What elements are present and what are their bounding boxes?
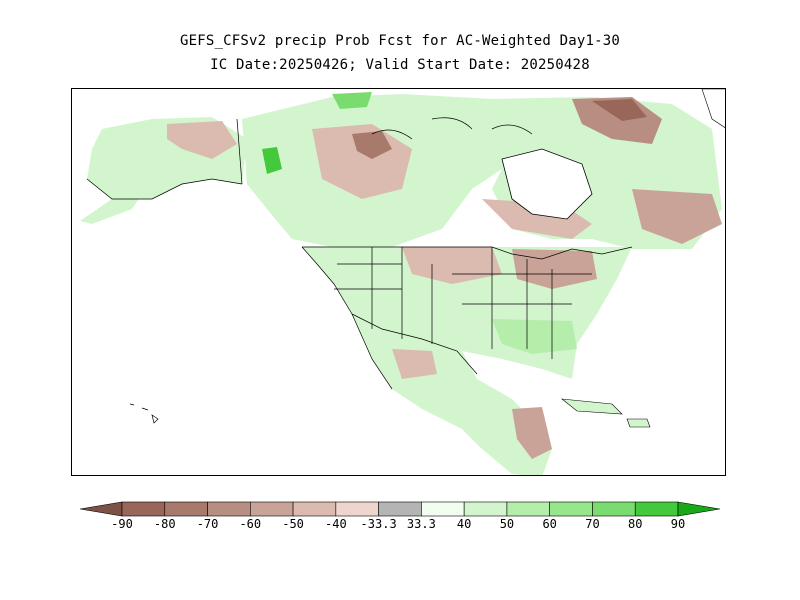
colorbar bbox=[80, 501, 720, 517]
colorbar-segment-below-70-80 bbox=[164, 501, 208, 517]
colorbar-segment-below-33-40 bbox=[335, 501, 379, 517]
colorbar-segment-above-40-50 bbox=[463, 501, 508, 517]
canada-green-north bbox=[332, 92, 372, 109]
map-subtitle-dates: IC Date:20250426; Valid Start Date: 2025… bbox=[210, 57, 590, 73]
colorbar-arrow-low bbox=[80, 501, 123, 517]
colorbar-tick-label: 33.3 bbox=[406, 517, 436, 531]
state-lines-east bbox=[452, 247, 592, 359]
colorbar-arrow-high bbox=[677, 501, 720, 517]
colorbar-tick-label: -33.3 bbox=[360, 517, 397, 531]
colorbar-tick-label: 40 bbox=[456, 517, 472, 531]
political-borders bbox=[86, 117, 633, 390]
colorbar-segment-above-33-40 bbox=[421, 501, 465, 517]
canada-labrador-below bbox=[632, 189, 722, 244]
colorbar-segment-below-50-60 bbox=[250, 501, 294, 517]
colorbar-segment-below-40-50 bbox=[292, 501, 337, 517]
coastline-alaska bbox=[86, 178, 243, 200]
forecast-map-svg bbox=[80, 89, 725, 475]
hispaniola bbox=[626, 418, 651, 428]
colorbar-tick-label: -60 bbox=[239, 517, 262, 531]
colorbar-tick-label: -40 bbox=[325, 517, 347, 531]
map-title: GEFS_CFSv2 precip Prob Fcst for AC-Weigh… bbox=[179, 33, 621, 49]
central-america-below bbox=[512, 407, 552, 459]
colorbar-tick-label: 60 bbox=[542, 517, 557, 531]
colorbar-tick-label: 70 bbox=[585, 517, 600, 531]
alaska-below-patch bbox=[167, 121, 237, 159]
colorbar-segment-above-60-70 bbox=[549, 501, 593, 517]
colorbar-tick-label: -80 bbox=[153, 517, 176, 531]
canada-green-spot bbox=[262, 147, 282, 174]
colorbar-segment-above-70-80 bbox=[592, 501, 636, 517]
coastline-west bbox=[301, 246, 393, 390]
colorbar-segment-below-60-70 bbox=[207, 501, 251, 517]
probability-fields bbox=[80, 89, 725, 475]
colorbar-tick-label: -90 bbox=[111, 517, 133, 531]
cuba bbox=[561, 398, 623, 415]
colorbar-segment-below-80-90 bbox=[121, 501, 166, 517]
greenland-edge bbox=[701, 89, 725, 129]
colorbar-tick-label: 90 bbox=[670, 517, 686, 531]
colorbar-segment-above-50-60 bbox=[506, 501, 550, 517]
colorbar-tick-label: -50 bbox=[282, 517, 304, 531]
colorbar-tick-label: -70 bbox=[196, 517, 219, 531]
canada-east-dark bbox=[592, 99, 647, 121]
colorbar-segment-above-80-90 bbox=[634, 501, 679, 517]
usa-northcentral-below bbox=[402, 247, 502, 284]
canada-below-dark bbox=[352, 131, 392, 159]
usa-southeast-green bbox=[492, 319, 577, 354]
colorbar-segment-near-normal bbox=[378, 501, 422, 517]
mexico-below-patch bbox=[392, 349, 437, 379]
arctic-islands bbox=[371, 117, 533, 140]
colorbar-tick-label: 80 bbox=[627, 517, 643, 531]
colorbar-tick-label: 50 bbox=[499, 517, 515, 531]
forecast-map bbox=[71, 88, 726, 476]
hudson-bay bbox=[501, 148, 593, 220]
usa-greatlakes-below bbox=[512, 249, 597, 289]
state-lines-west bbox=[334, 247, 433, 344]
alaska-peninsula bbox=[80, 194, 142, 224]
alaska-canada-border bbox=[236, 118, 243, 185]
hawaii-islands bbox=[129, 403, 159, 424]
